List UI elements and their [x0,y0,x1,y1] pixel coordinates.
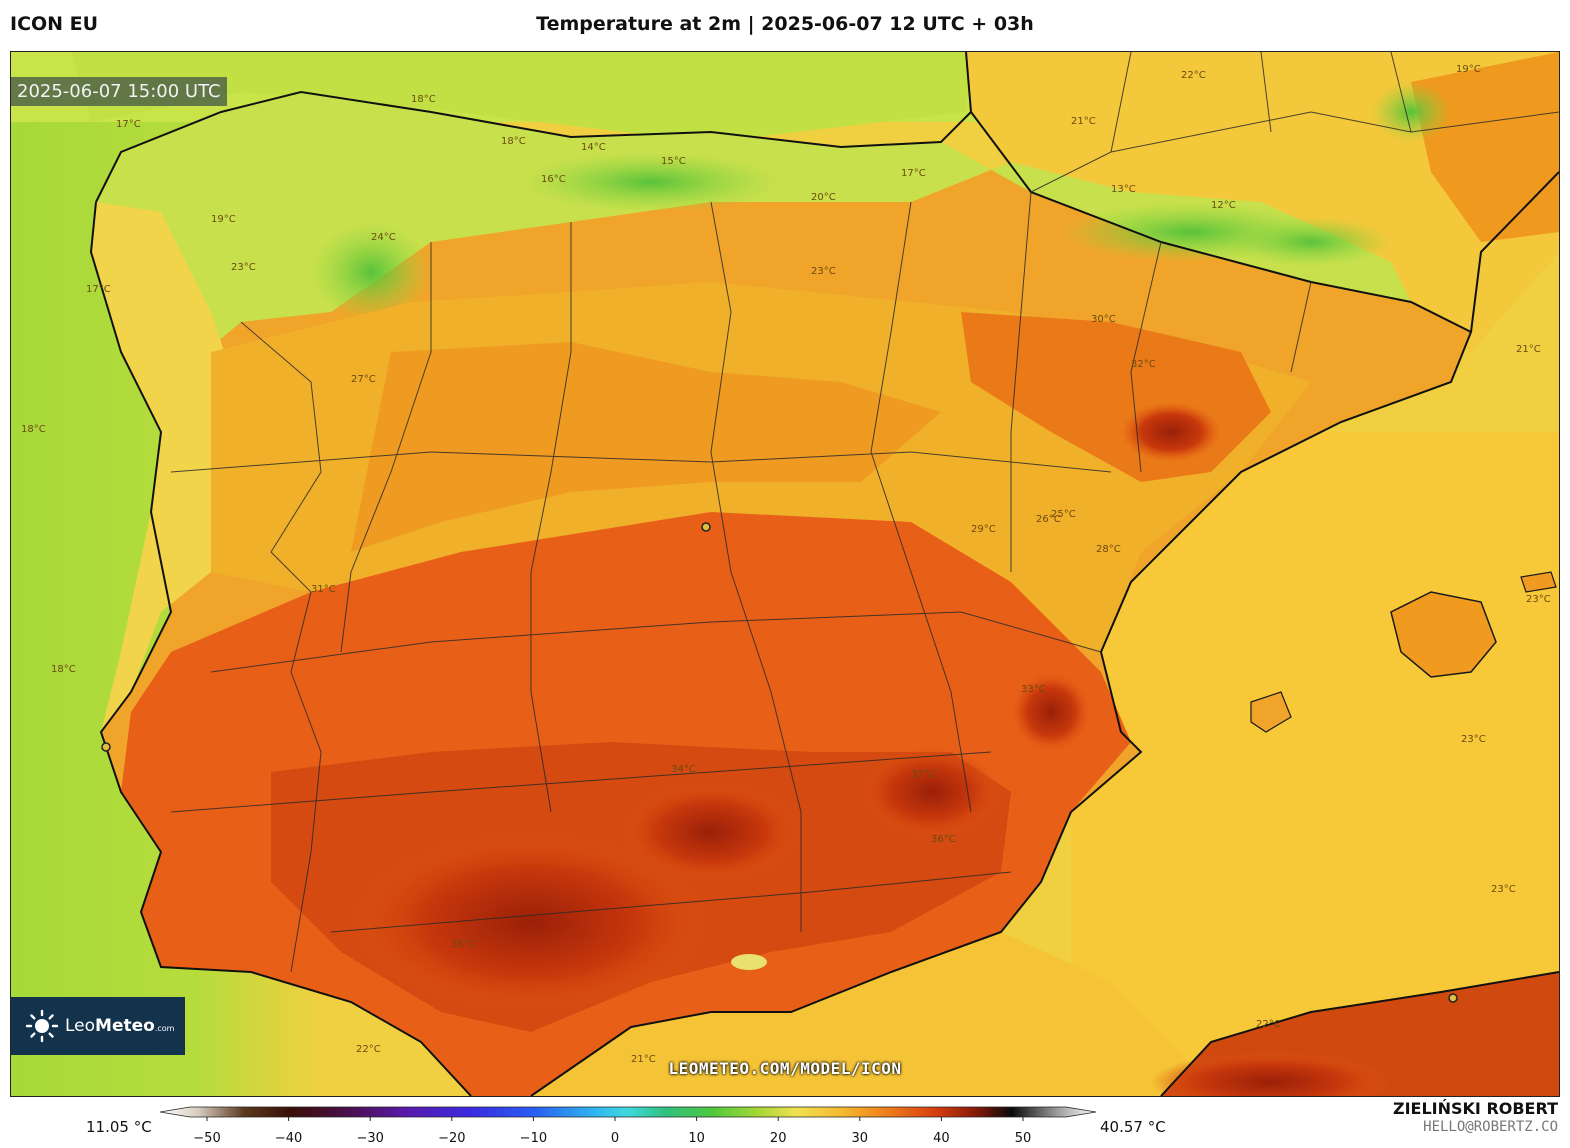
iso-label: 18°C [411,94,436,105]
iso-label: 36°C [931,834,956,845]
portugal-cool [91,202,241,732]
iso-label: 25°C [1051,509,1076,520]
model-name: ICON EU [10,13,99,35]
iso-label: 17°C [901,168,926,179]
iso-label: 35°C [451,939,476,950]
iso-label: 20°C [811,192,836,203]
iso-label: 29°C [971,524,996,535]
sea-biscay [71,52,971,142]
isotherm-labels: 18°C 17°C 18°C 14°C 15°C 16°C 19°C 17°C … [21,64,1551,1065]
colorbar-tick-label: 20 [770,1131,787,1146]
map-canvas: 18°C 17°C 18°C 14°C 15°C 16°C 19°C 17°C … [11,52,1559,1096]
leometeo-logo[interactable]: LeoMeteo.com [11,997,185,1055]
colorbar-tick-label: −20 [438,1131,465,1146]
valid-time-badge: 2025-06-07 15:00 UTC [11,77,227,106]
city-madrid [701,522,711,532]
temperature-map[interactable]: 18°C 17°C 18°C 14°C 15°C 16°C 19°C 17°C … [10,51,1560,1097]
north-green-1 [521,152,781,212]
iso-label: 18°C [21,424,46,435]
temperature-colorbar: −50 −40 −30 −20 −10 0 10 20 30 40 50 [160,1106,1097,1146]
hot-core-4 [1011,672,1091,752]
iso-label: 30°C [1091,314,1116,325]
island-menorca [1520,571,1557,593]
iso-label: 17°C [86,284,111,295]
island-mallorca [1390,591,1497,678]
iso-label: 22°C [1256,1019,1281,1030]
iso-label: 22°C [356,1044,381,1055]
colorbar-tick-label: 30 [852,1131,869,1146]
north-green-3 [1231,217,1391,267]
iso-label: 19°C [211,214,236,225]
iso-label: 24°C [371,232,396,243]
north-green-4 [311,222,431,322]
colorbar-tick-label: −40 [275,1131,302,1146]
city-lisbon [101,742,111,752]
iso-label: 21°C [631,1054,656,1065]
hot-core-1 [351,832,711,1012]
island-ibiza [1250,691,1292,733]
iso-label: 32°C [1131,359,1156,370]
colorbar-tick-label: 10 [688,1131,705,1146]
north-cool [96,92,1411,372]
colorbar-tick-label: 0 [611,1131,619,1146]
colorbar-body [160,1106,1097,1118]
colorbar-ticks: −50 −40 −30 −20 −10 0 10 20 30 40 50 [193,1117,1031,1146]
iso-label: 26°C [1036,514,1061,525]
colorbar-tick-label: −10 [520,1131,547,1146]
iso-label: 28°C [1096,544,1121,555]
iso-label: 34°C [671,764,696,775]
sun-icon [25,1009,59,1043]
coastline [89,52,1559,1096]
chart-title: Temperature at 2m | 2025-06-07 12 UTC + … [536,13,1034,35]
colorbar-tick-label: 40 [933,1131,950,1146]
source-url[interactable]: LEOMETEO.COM/MODEL/ICON [668,1059,902,1078]
central-warmer [351,342,941,552]
hot-core-2 [621,782,801,882]
iso-label: 23°C [1526,594,1551,605]
iso-label: 17°C [116,119,141,130]
iso-label: 16°C [541,174,566,185]
iso-label: 23°C [1491,884,1516,895]
iso-label: 33°C [1021,684,1046,695]
iso-label: 21°C [1516,344,1541,355]
hot-core-3 [861,747,1001,837]
colorbar-tick-label: 50 [1015,1131,1032,1146]
admin-borders [170,52,1559,973]
france-warm [1411,52,1559,242]
iso-label: 31°C [311,584,336,595]
alboran-sea [531,932,1211,1096]
africa-hot [1151,1052,1391,1096]
city-algiers [1448,993,1458,1003]
iso-label: 23°C [1461,734,1486,745]
sierra-nevada-cool [731,954,767,970]
colorbar-tick-label: −50 [193,1131,220,1146]
iso-label: 21°C [1071,116,1096,127]
colorbar-tick-label: −30 [356,1131,383,1146]
logo-text: LeoMeteo.com [65,1016,175,1036]
north-green-5 [1371,82,1451,142]
iso-label: 15°C [661,156,686,167]
iso-label: 18°C [51,664,76,675]
legend-max-value: 40.57 °C [1100,1118,1166,1136]
hot-core-5 [1121,402,1221,462]
iso-label: 12°C [1211,200,1236,211]
iso-label: 37°C [911,769,936,780]
iso-label: 27°C [351,374,376,385]
iso-label: 14°C [581,142,606,153]
author-email[interactable]: HELLO@ROBERTZ.CO [1423,1119,1558,1135]
author-name: ZIELIŃSKI ROBERT [1392,1099,1558,1118]
iso-label: 23°C [811,266,836,277]
legend-min-value: 11.05 °C [86,1118,152,1136]
iso-label: 23°C [231,262,256,273]
iso-label: 13°C [1111,184,1136,195]
iso-label: 22°C [1181,70,1206,81]
iso-label: 18°C [501,136,526,147]
iso-label: 19°C [1456,64,1481,75]
